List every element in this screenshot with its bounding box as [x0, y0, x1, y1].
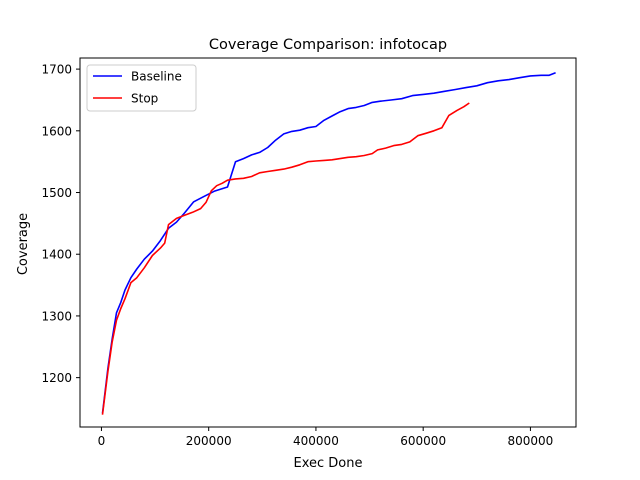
x-tick-label: 0 [98, 434, 106, 448]
x-tick-label: 200000 [186, 434, 232, 448]
axes-frame [79, 57, 577, 428]
plot-area: 0 200000 400000 600000 800000 1200 1300 1400 150… [41, 57, 577, 448]
x-tick-label: 800000 [508, 434, 554, 448]
y-tick-label: 1200 [41, 371, 72, 385]
legend-label-1: Baseline [131, 70, 182, 84]
x-axis-label: Exec Done [294, 456, 363, 471]
y-axis-label: Coverage [16, 213, 31, 275]
y-tick-label: 1300 [41, 309, 72, 323]
y-tick-label: 1700 [41, 63, 72, 77]
x-tick-label: 600000 [400, 434, 446, 448]
y-tick-label: 1600 [41, 124, 72, 138]
x-tick-label: 400000 [293, 434, 339, 448]
legend: Baseline Stop [86, 64, 197, 112]
series-line-2 [101, 102, 470, 415]
y-tick-label: 1400 [41, 248, 72, 262]
chart-title: Coverage Comparison: infotocap [209, 37, 447, 53]
legend-label-2: Stop [131, 92, 158, 106]
series-line-1 [101, 72, 556, 414]
y-tick-label: 1500 [41, 186, 72, 200]
